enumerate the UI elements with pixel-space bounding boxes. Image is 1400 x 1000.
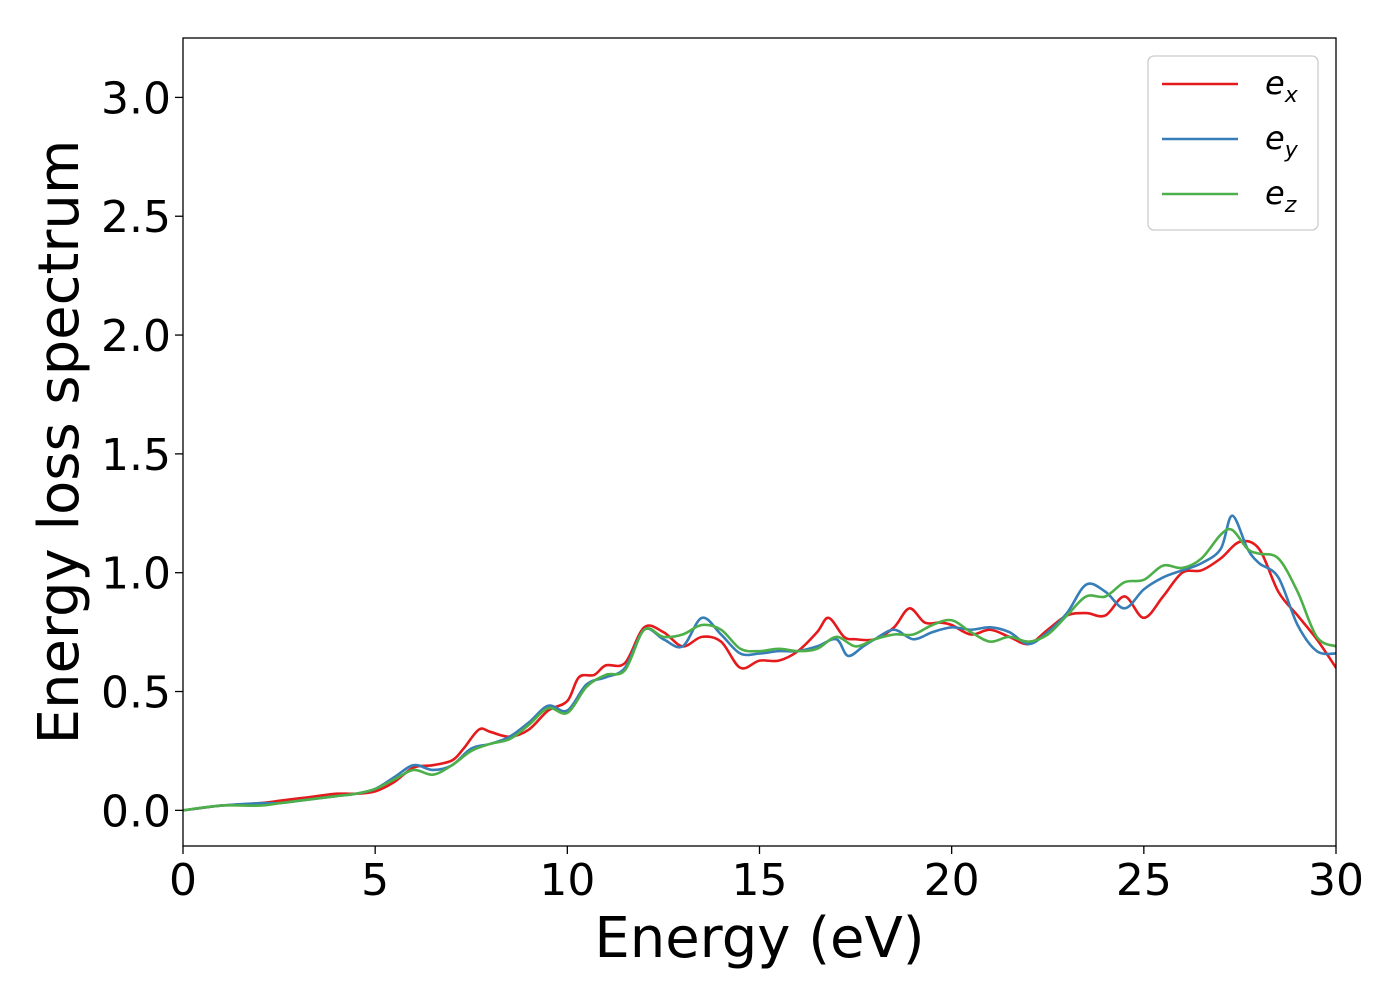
y-axis-label: Energy loss spectrum <box>27 140 92 745</box>
y-tick-label: 3.0 <box>101 73 171 124</box>
x-tick-label: 10 <box>539 855 595 906</box>
y-axis-ticks: 0.0 0.5 1.0 1.5 2.0 2.5 3.0 <box>101 73 183 837</box>
legend-label-y: ey <box>1265 119 1299 163</box>
series-line-z <box>183 527 1336 812</box>
series-line-y <box>183 514 1336 812</box>
legend: ex ey ez <box>1147 55 1319 231</box>
legend-label-x: ex <box>1265 64 1299 108</box>
x-tick-label: 20 <box>924 855 980 906</box>
y-tick-label: 0.0 <box>101 786 171 837</box>
y-tick-label: 0.5 <box>101 668 171 719</box>
series-layer <box>183 514 1336 812</box>
x-tick-label: 15 <box>732 855 788 906</box>
legend-label-z: ez <box>1265 174 1297 218</box>
x-axis-label: Energy (eV) <box>594 906 924 971</box>
x-tick-label: 30 <box>1308 855 1364 906</box>
y-tick-label: 2.5 <box>101 192 171 243</box>
y-tick-label: 1.0 <box>101 549 171 600</box>
y-tick-label: 1.5 <box>101 430 171 481</box>
series-line-x <box>183 539 1336 812</box>
legend-box <box>1147 55 1319 231</box>
x-tick-label: 25 <box>1116 855 1172 906</box>
x-tick-label: 5 <box>361 855 389 906</box>
x-tick-label: 0 <box>169 855 197 906</box>
x-axis-ticks: 0 5 10 15 20 25 30 <box>169 846 1364 906</box>
y-tick-label: 2.0 <box>101 311 171 362</box>
